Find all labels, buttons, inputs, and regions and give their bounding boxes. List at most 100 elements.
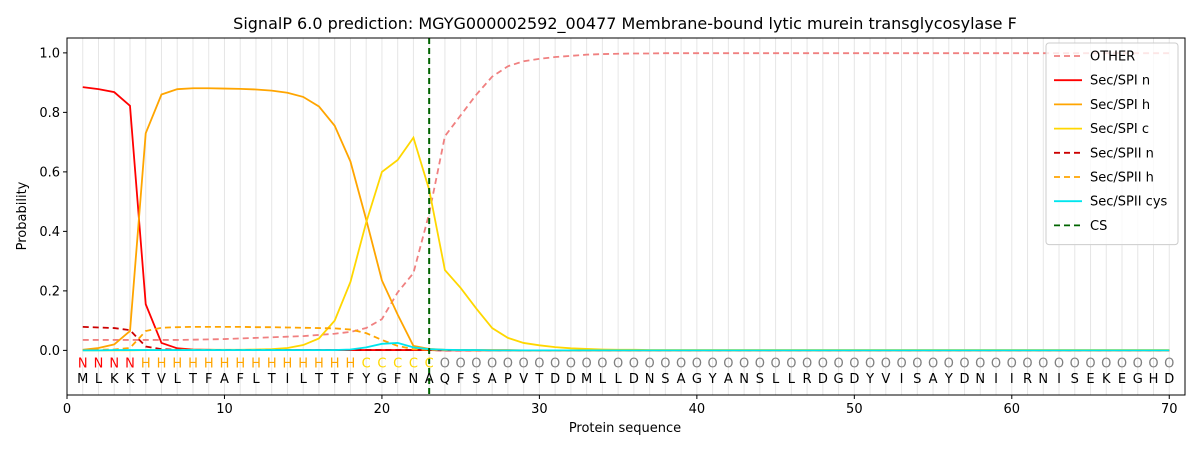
region-label: O bbox=[912, 357, 922, 372]
region-label: N bbox=[94, 357, 104, 372]
residue-letter: F bbox=[347, 372, 354, 387]
region-label: O bbox=[1101, 357, 1111, 372]
residue-letter: D bbox=[849, 372, 859, 387]
x-tick-label: 30 bbox=[531, 402, 548, 417]
x-tick-label: 60 bbox=[1004, 402, 1021, 417]
residue-letter: V bbox=[881, 372, 890, 387]
y-tick-label: 0.6 bbox=[39, 165, 60, 180]
residue-letter: K bbox=[1102, 372, 1111, 387]
y-axis-ticks: 0.0 0.2 0.4 0.6 0.8 1.0 bbox=[39, 46, 67, 359]
region-label: N bbox=[78, 357, 88, 372]
region-label: O bbox=[629, 357, 639, 372]
x-tick-label: 40 bbox=[689, 402, 706, 417]
region-label: O bbox=[944, 357, 954, 372]
region-label: O bbox=[582, 357, 592, 372]
region-label: H bbox=[235, 357, 245, 372]
region-label: O bbox=[597, 357, 607, 372]
residue-letter: N bbox=[645, 372, 655, 387]
region-label: O bbox=[881, 357, 891, 372]
region-label: H bbox=[172, 357, 182, 372]
residue-letter: L bbox=[300, 372, 308, 387]
residue-letter: T bbox=[141, 372, 150, 387]
region-label: O bbox=[692, 357, 702, 372]
residue-letter: N bbox=[739, 372, 749, 387]
legend-entry: Sec/SPII h bbox=[1090, 171, 1154, 186]
y-tick-label: 0.8 bbox=[39, 106, 60, 121]
residue-letter: S bbox=[913, 372, 921, 387]
region-label: O bbox=[818, 357, 828, 372]
region-label: O bbox=[896, 357, 906, 372]
residue-letter: Y bbox=[865, 372, 874, 387]
residue-letter: M bbox=[77, 372, 88, 387]
residue-letter: G bbox=[377, 372, 387, 387]
x-tick-label: 10 bbox=[216, 402, 233, 417]
region-label: H bbox=[157, 357, 167, 372]
region-label: O bbox=[723, 357, 733, 372]
series-line-sec-spi-c bbox=[82, 135, 1170, 352]
region-label: N bbox=[125, 357, 135, 372]
region-label: O bbox=[975, 357, 985, 372]
region-label: H bbox=[330, 357, 340, 372]
region-label: C bbox=[377, 357, 386, 372]
x-axis-label: Protein sequence bbox=[569, 421, 681, 436]
legend-entry: Sec/SPI h bbox=[1090, 98, 1150, 113]
x-axis-ticks: 0 10 20 30 40 50 60 70 bbox=[63, 395, 1178, 417]
residue-letter: I bbox=[1010, 372, 1014, 387]
region-label: O bbox=[487, 357, 497, 372]
residue-letter: D bbox=[566, 372, 576, 387]
residue-letter: P bbox=[504, 372, 512, 387]
legend-entry: Sec/SPII n bbox=[1090, 146, 1154, 161]
series-line-sec-spii-cys bbox=[82, 342, 1170, 352]
residue-letter: V bbox=[157, 372, 166, 387]
residue-letter: E bbox=[1086, 372, 1094, 387]
region-label: H bbox=[188, 357, 198, 372]
residue-letter: F bbox=[457, 372, 464, 387]
residue-letter: I bbox=[286, 372, 290, 387]
residue-letter: L bbox=[252, 372, 260, 387]
region-label: N bbox=[109, 357, 119, 372]
region-label: H bbox=[204, 357, 214, 372]
region-label: O bbox=[928, 357, 938, 372]
residue-letter: G bbox=[1133, 372, 1143, 387]
x-tick-label: 50 bbox=[846, 402, 863, 417]
y-tick-label: 0.4 bbox=[39, 225, 60, 240]
region-label: O bbox=[440, 357, 450, 372]
region-label: O bbox=[503, 357, 513, 372]
region-label: O bbox=[755, 357, 765, 372]
series-line-sec-spi-n bbox=[82, 86, 1170, 352]
residue-letter: E bbox=[1118, 372, 1126, 387]
x-tick-label: 20 bbox=[374, 402, 391, 417]
region-label: O bbox=[802, 357, 812, 372]
residue-letter: T bbox=[188, 372, 197, 387]
residue-letter: L bbox=[95, 372, 103, 387]
chart-title: SignalP 6.0 prediction: MGYG000002592_00… bbox=[233, 14, 1017, 34]
residue-letter: N bbox=[975, 372, 985, 387]
region-label: O bbox=[645, 357, 655, 372]
y-tick-label: 1.0 bbox=[39, 46, 60, 61]
region-label: O bbox=[471, 357, 481, 372]
legend-entry: Sec/SPII cys bbox=[1090, 195, 1168, 210]
region-label: O bbox=[1070, 357, 1080, 372]
region-label: H bbox=[346, 357, 356, 372]
residue-letter: R bbox=[1023, 372, 1032, 387]
plot-frame bbox=[66, 37, 1186, 396]
residue-letter: G bbox=[692, 372, 702, 387]
residue-letter: D bbox=[818, 372, 828, 387]
residue-letter: D bbox=[960, 372, 970, 387]
residue-letter: D bbox=[629, 372, 639, 387]
residue-letter: T bbox=[267, 372, 276, 387]
residue-letter: Y bbox=[944, 372, 953, 387]
legend: OTHER Sec/SPI n Sec/SPI h Sec/SPI c Sec/SPII… bbox=[1045, 42, 1179, 246]
region-label: O bbox=[991, 357, 1001, 372]
region-label: C bbox=[362, 357, 371, 372]
region-label: C bbox=[393, 357, 402, 372]
region-label: O bbox=[865, 357, 875, 372]
series-line-other bbox=[82, 52, 1170, 341]
residue-letter: L bbox=[599, 372, 607, 387]
residue-letter: L bbox=[615, 372, 623, 387]
residue-letter: S bbox=[756, 372, 764, 387]
residue-letter: V bbox=[519, 372, 528, 387]
residue-letter: T bbox=[314, 372, 323, 387]
residue-letter: F bbox=[205, 372, 212, 387]
